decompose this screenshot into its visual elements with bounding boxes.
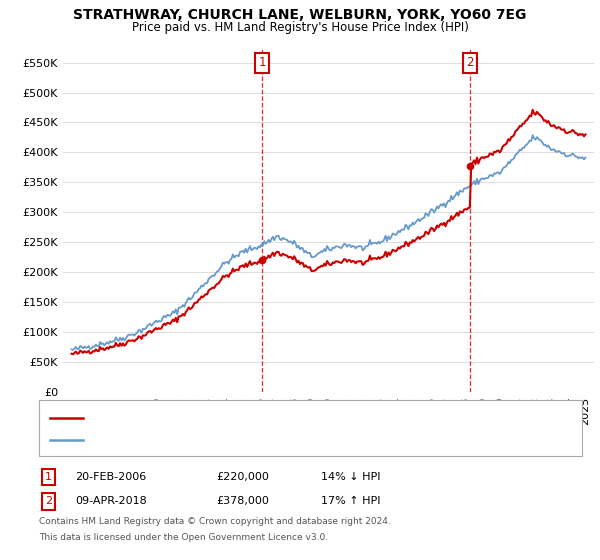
Text: This data is licensed under the Open Government Licence v3.0.: This data is licensed under the Open Gov…: [39, 533, 328, 542]
Text: 1: 1: [45, 472, 52, 482]
Text: 1: 1: [259, 56, 266, 69]
Text: 2: 2: [467, 56, 474, 69]
Text: 20-FEB-2006: 20-FEB-2006: [75, 472, 146, 482]
Text: HPI: Average price, detached house, North Yorkshire: HPI: Average price, detached house, Nort…: [90, 435, 376, 445]
Text: £220,000: £220,000: [216, 472, 269, 482]
Text: STRATHWRAY, CHURCH LANE, WELBURN, YORK, YO60 7EG (detached house): STRATHWRAY, CHURCH LANE, WELBURN, YORK, …: [90, 413, 508, 423]
Text: Contains HM Land Registry data © Crown copyright and database right 2024.: Contains HM Land Registry data © Crown c…: [39, 517, 391, 526]
Text: 2: 2: [45, 496, 52, 506]
Text: 09-APR-2018: 09-APR-2018: [75, 496, 147, 506]
Text: STRATHWRAY, CHURCH LANE, WELBURN, YORK, YO60 7EG: STRATHWRAY, CHURCH LANE, WELBURN, YORK, …: [73, 8, 527, 22]
Text: £378,000: £378,000: [216, 496, 269, 506]
Text: Price paid vs. HM Land Registry's House Price Index (HPI): Price paid vs. HM Land Registry's House …: [131, 21, 469, 34]
Text: 14% ↓ HPI: 14% ↓ HPI: [321, 472, 380, 482]
Text: 17% ↑ HPI: 17% ↑ HPI: [321, 496, 380, 506]
